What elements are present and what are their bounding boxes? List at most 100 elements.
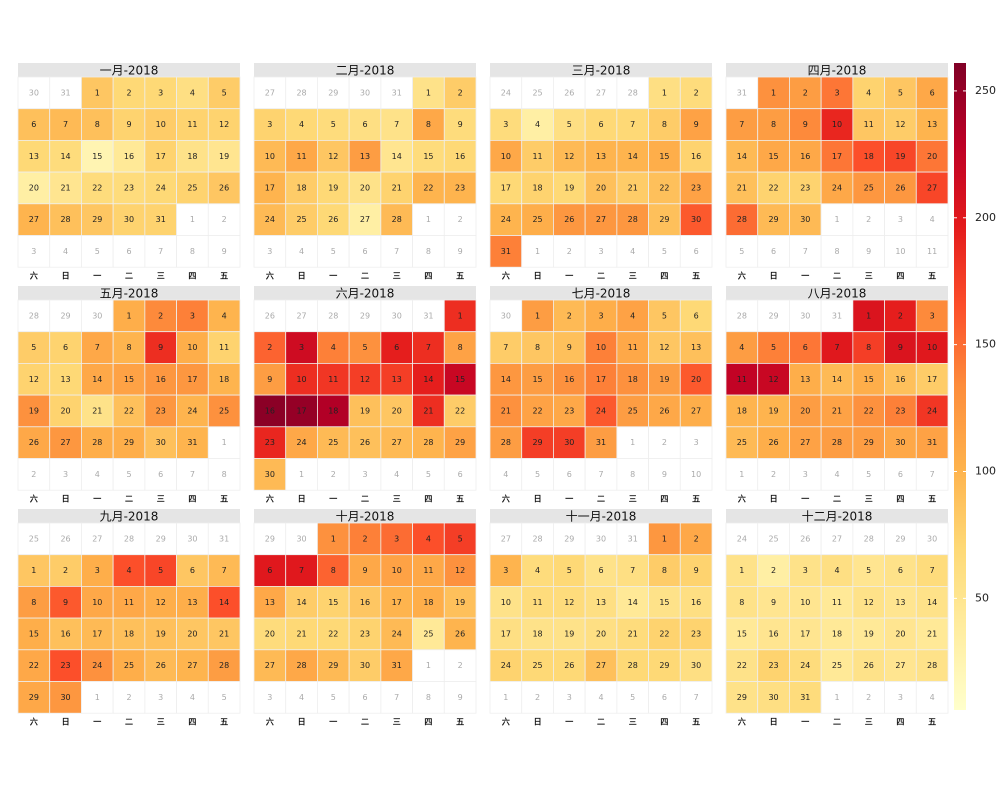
month-header: [254, 63, 476, 77]
day-cell: [852, 171, 885, 205]
day-cell: [348, 617, 382, 651]
day-number: 4: [63, 247, 68, 256]
empty-cell: [317, 681, 350, 714]
day-number: 5: [866, 470, 871, 479]
weekday-label: 三: [629, 272, 637, 281]
day-number: 28: [737, 311, 747, 320]
day-number: 13: [596, 598, 606, 607]
day-number: 17: [596, 375, 606, 384]
month-header: [490, 509, 712, 523]
weekday-label: 日: [534, 495, 542, 504]
weekday-label: 日: [62, 272, 70, 281]
weekday-label: 二: [125, 495, 133, 504]
day-number: 6: [190, 566, 195, 575]
day-number: 25: [219, 406, 229, 415]
day-number: 5: [362, 343, 367, 352]
colorbar: [954, 63, 966, 710]
weekday-label: 日: [298, 718, 306, 727]
weekday-label: 二: [833, 272, 841, 281]
day-number: 23: [800, 183, 810, 192]
day-cell: [348, 171, 382, 205]
day-cell: [380, 203, 413, 236]
day-number: 3: [898, 215, 903, 224]
day-number: 10: [296, 375, 306, 384]
day-cell: [616, 139, 649, 173]
day-cell: [884, 394, 917, 428]
day-number: 28: [927, 661, 937, 670]
day-cell: [443, 554, 477, 587]
day-number: 20: [596, 183, 606, 192]
day-cell: [553, 617, 586, 651]
empty-cell: [679, 235, 713, 268]
day-cell: [443, 522, 477, 556]
empty-cell: [789, 522, 822, 556]
day-number: 22: [328, 629, 338, 638]
day-cell: [648, 76, 681, 110]
weekday-label: 一: [329, 718, 337, 727]
day-cell: [553, 299, 586, 333]
day-cell: [852, 331, 885, 364]
day-number: 6: [458, 470, 463, 479]
day-number: 13: [265, 598, 275, 607]
day-number: 3: [898, 693, 903, 702]
day-number: 31: [596, 438, 606, 447]
day-number: 27: [392, 438, 402, 447]
day-number: 25: [29, 534, 39, 543]
day-cell: [489, 362, 523, 396]
day-number: 5: [222, 88, 227, 97]
day-number: 3: [158, 88, 163, 97]
day-cell: [317, 331, 350, 364]
day-number: 10: [92, 598, 102, 607]
day-number: 22: [455, 406, 465, 415]
day-cell: [679, 522, 713, 556]
day-number: 27: [501, 534, 511, 543]
day-cell: [789, 554, 822, 587]
day-number: 15: [455, 375, 465, 384]
day-number: 19: [455, 598, 465, 607]
day-number: 12: [328, 152, 338, 161]
day-number: 6: [126, 247, 131, 256]
day-cell: [317, 139, 350, 173]
day-number: 10: [501, 598, 511, 607]
day-number: 15: [92, 152, 102, 161]
day-number: 19: [156, 629, 166, 638]
empty-cell: [443, 203, 477, 236]
day-number: 3: [158, 693, 163, 702]
day-cell: [285, 331, 318, 364]
month-title: 二月-2018: [336, 64, 395, 78]
day-number: 5: [662, 311, 667, 320]
day-number: 16: [691, 152, 701, 161]
day-number: 30: [895, 438, 905, 447]
day-cell: [789, 617, 822, 651]
day-cell: [17, 139, 51, 173]
day-number: 15: [659, 598, 669, 607]
day-number: 28: [29, 311, 39, 320]
weekday-label: 五: [928, 272, 936, 281]
empty-cell: [317, 299, 350, 333]
day-number: 23: [691, 183, 701, 192]
day-cell: [112, 108, 146, 141]
weekday-label: 六: [502, 717, 510, 727]
day-cell: [915, 171, 949, 205]
empty-cell: [521, 76, 554, 110]
day-number: 2: [126, 693, 131, 702]
month-header: [490, 63, 712, 77]
day-number: 27: [187, 661, 197, 670]
weekday-label: 五: [220, 718, 228, 727]
day-cell: [348, 394, 382, 428]
day-number: 13: [895, 598, 905, 607]
day-cell: [820, 586, 854, 619]
day-cell: [253, 331, 287, 364]
day-number: 9: [771, 598, 776, 607]
day-cell: [521, 331, 554, 364]
month-title: 十二月-2018: [802, 510, 873, 524]
day-number: 7: [503, 343, 508, 352]
day-number: 12: [29, 375, 39, 384]
weekday-label: 六: [502, 271, 510, 281]
day-number: 3: [503, 566, 508, 575]
day-number: 13: [360, 152, 370, 161]
day-cell: [207, 108, 241, 141]
day-number: 24: [927, 406, 937, 415]
day-number: 23: [691, 629, 701, 638]
day-number: 19: [564, 183, 574, 192]
